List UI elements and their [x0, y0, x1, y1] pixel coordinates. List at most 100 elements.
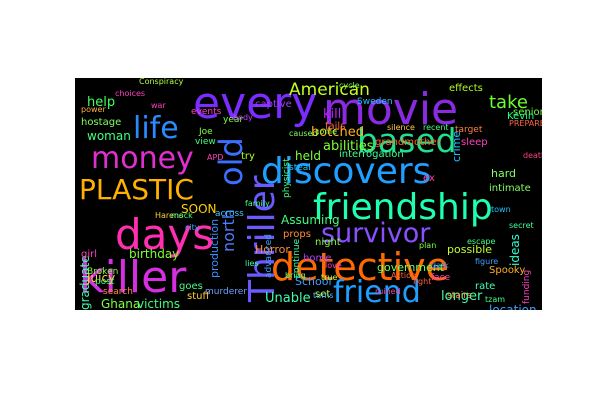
word-discovers: discovers	[261, 151, 432, 192]
word-stuff: stuff	[187, 291, 210, 302]
word-hostage: hostage	[81, 117, 122, 128]
word-intimate: intimate	[489, 183, 531, 194]
word-city: city	[185, 223, 200, 232]
word-ruined: ruined	[375, 287, 401, 296]
word-fails: fails	[325, 121, 346, 132]
word-escape: escape	[467, 237, 496, 246]
word-choices: choices	[115, 89, 146, 98]
word-death: death	[523, 151, 542, 160]
word-ghana: Ghana	[101, 297, 141, 310]
word-survivor: survivor	[321, 218, 431, 249]
word-true: true	[321, 273, 338, 282]
word-hard: hard	[491, 167, 517, 180]
word-take: take	[489, 92, 528, 113]
word-night: night	[315, 237, 341, 248]
word-soon: SOON	[181, 202, 217, 216]
word-movie: movie	[323, 84, 459, 135]
word-funding: funding	[522, 269, 532, 304]
word-interrogation: interrogation	[339, 149, 404, 160]
word-home: home	[303, 253, 332, 264]
word-unable: Unable	[265, 291, 311, 306]
word-botched: botched	[311, 125, 364, 140]
word-help: help	[87, 95, 116, 110]
word-friend: friend	[333, 275, 421, 310]
word-thriller: Thriller	[242, 175, 283, 302]
word-juicy: Juicy	[87, 271, 116, 285]
word-power: power	[81, 105, 106, 114]
word-props: props	[283, 229, 311, 240]
word-stairs: stairs	[447, 291, 472, 301]
word-possible: possible	[447, 243, 493, 256]
word-come: come	[315, 127, 338, 136]
word-apd: APD	[207, 153, 224, 162]
word-search: search	[103, 287, 133, 297]
word-town: town	[491, 205, 511, 214]
word-government: government	[377, 261, 445, 274]
word-sleep: sleep	[461, 137, 488, 148]
word-joe: Joe	[199, 127, 213, 137]
word-assuming: Assuming	[281, 213, 340, 227]
word-recent: recent	[423, 123, 449, 132]
word-held: held	[295, 149, 321, 163]
word-prepare: PREPARE	[509, 119, 542, 128]
word-action: Action	[391, 271, 417, 280]
word-location: location	[489, 303, 537, 310]
word-events: events	[191, 107, 222, 117]
word-try: try	[241, 151, 255, 162]
word-murderer: murderer	[205, 287, 248, 297]
word-fight: fight	[413, 277, 432, 286]
word-detective: detective	[271, 245, 449, 289]
word-secret: secret	[509, 221, 534, 230]
word-friendship: friendship	[313, 187, 493, 228]
word-lies: lies	[245, 259, 259, 268]
word-kevin: Kevin	[507, 111, 535, 122]
word-sweden: Sweden	[357, 97, 393, 107]
word-dark: dark	[431, 261, 449, 270]
word-broken: Broken	[87, 267, 119, 277]
word-american: American	[289, 80, 370, 100]
word-effects: effects	[449, 83, 483, 94]
word-grandmother: grandmother	[375, 137, 441, 148]
word-silence: silence	[387, 123, 415, 132]
word-victims: victims	[137, 297, 181, 310]
word-production: production	[208, 218, 221, 278]
word-cycle: cycle	[339, 81, 360, 90]
word-bring: bring	[285, 271, 306, 280]
word-caused: caused	[289, 129, 318, 138]
word-conspiracy: Conspiracy	[139, 78, 184, 86]
word-war: war	[151, 101, 166, 110]
word-spooky: Spooky	[489, 265, 526, 276]
word-goes: goes	[179, 281, 203, 292]
word-steal: steal	[289, 163, 311, 173]
word-plan: plan	[419, 241, 437, 250]
word-ideas: ideas	[508, 234, 522, 266]
word-life: life	[133, 111, 179, 146]
word-target: target	[455, 125, 483, 135]
word-face: face	[431, 273, 451, 283]
word-kill: kill	[323, 107, 342, 122]
word-girl: girl	[81, 249, 98, 260]
word-abilities: abilities	[323, 139, 374, 154]
word-based: based	[357, 121, 457, 160]
word-longer: longer	[441, 289, 483, 304]
word-turns: turns	[313, 291, 334, 300]
word-tzam: tzam	[485, 295, 506, 304]
word-harens: Harens	[155, 211, 184, 220]
word-view: view	[195, 137, 216, 147]
word-rate: rate	[475, 281, 496, 292]
word-advanced: advanced	[264, 234, 274, 278]
word-cloud-canvas: every movie based money life discovers f…	[75, 78, 542, 310]
word-school: School	[295, 275, 332, 288]
word-captive: captive	[255, 99, 292, 110]
word-year: year	[223, 115, 244, 125]
word-killer: killer	[79, 252, 187, 303]
word-family: family	[245, 199, 270, 208]
word-every: every	[193, 78, 318, 129]
word-physicist: physicist	[282, 158, 292, 198]
word-mock: mock	[171, 211, 193, 220]
word-across: across	[215, 209, 244, 219]
word-love: love	[325, 261, 342, 270]
word-seniors: seniors	[513, 107, 542, 118]
word-horror: Horror	[255, 243, 290, 256]
word-woman: woman	[87, 129, 131, 143]
